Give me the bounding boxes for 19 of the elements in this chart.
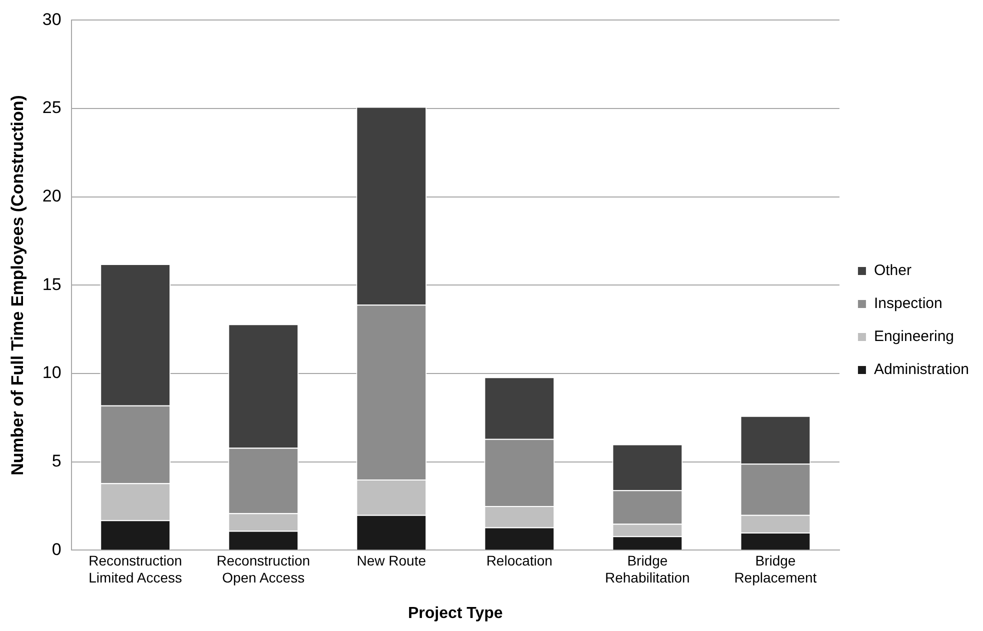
x-tick-label: Bridge Replacement [734, 552, 817, 586]
y-tick-label: 30 [42, 10, 62, 29]
y-tick-label: 25 [42, 98, 62, 118]
legend-label: Inspection [874, 295, 942, 312]
x-tick-label: Relocation [486, 552, 552, 568]
y-tick-label: 5 [52, 452, 62, 471]
y-tick-label: 10 [42, 363, 62, 382]
y-axis-title: Number of Full Time Employees (Construction) [8, 95, 27, 476]
legend-label: Engineering [874, 328, 954, 346]
y-tick-label: 0 [52, 540, 62, 559]
x-axis-title: Project Type [408, 604, 503, 622]
x-tick-label: New Route [356, 552, 426, 568]
x-tick-label: Reconstruction Open Access [216, 552, 310, 586]
x-tick-label: Bridge Rehabilitation [605, 552, 690, 586]
legend-label: Administration [874, 361, 970, 378]
y-tick-label: 20 [42, 186, 62, 206]
x-tick-label: Reconstruction Limited Access [88, 552, 182, 586]
legend-label: Other [874, 262, 912, 280]
y-tick-label: 15 [42, 274, 62, 294]
